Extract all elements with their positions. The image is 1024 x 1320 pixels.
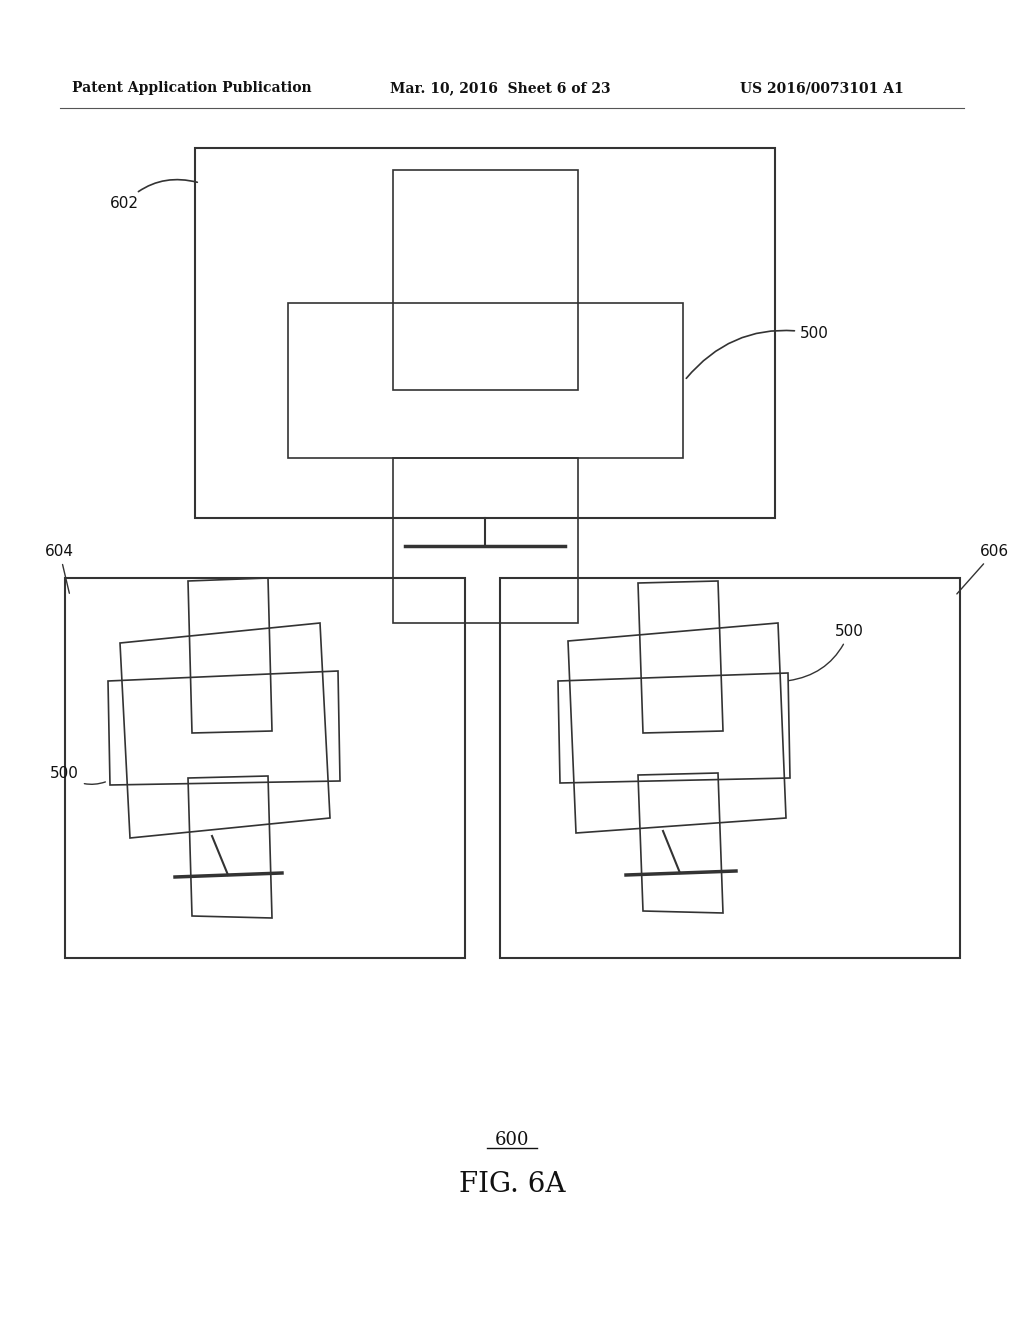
Text: Mar. 10, 2016  Sheet 6 of 23: Mar. 10, 2016 Sheet 6 of 23 [390,81,610,95]
Text: 500: 500 [788,624,864,681]
Text: FIG. 6A: FIG. 6A [459,1172,565,1199]
Text: Patent Application Publication: Patent Application Publication [72,81,311,95]
Bar [392,170,578,389]
Text: 604: 604 [45,544,74,593]
Text: 602: 602 [110,180,198,211]
Bar [288,304,683,458]
Text: 500: 500 [686,326,828,379]
Text: 600: 600 [495,1131,529,1148]
Text: 606: 606 [956,544,1009,594]
Bar [500,578,961,958]
Bar [392,458,578,623]
Text: US 2016/0073101 A1: US 2016/0073101 A1 [740,81,904,95]
Bar [195,148,775,517]
Bar [65,578,465,958]
Text: 500: 500 [50,766,105,784]
